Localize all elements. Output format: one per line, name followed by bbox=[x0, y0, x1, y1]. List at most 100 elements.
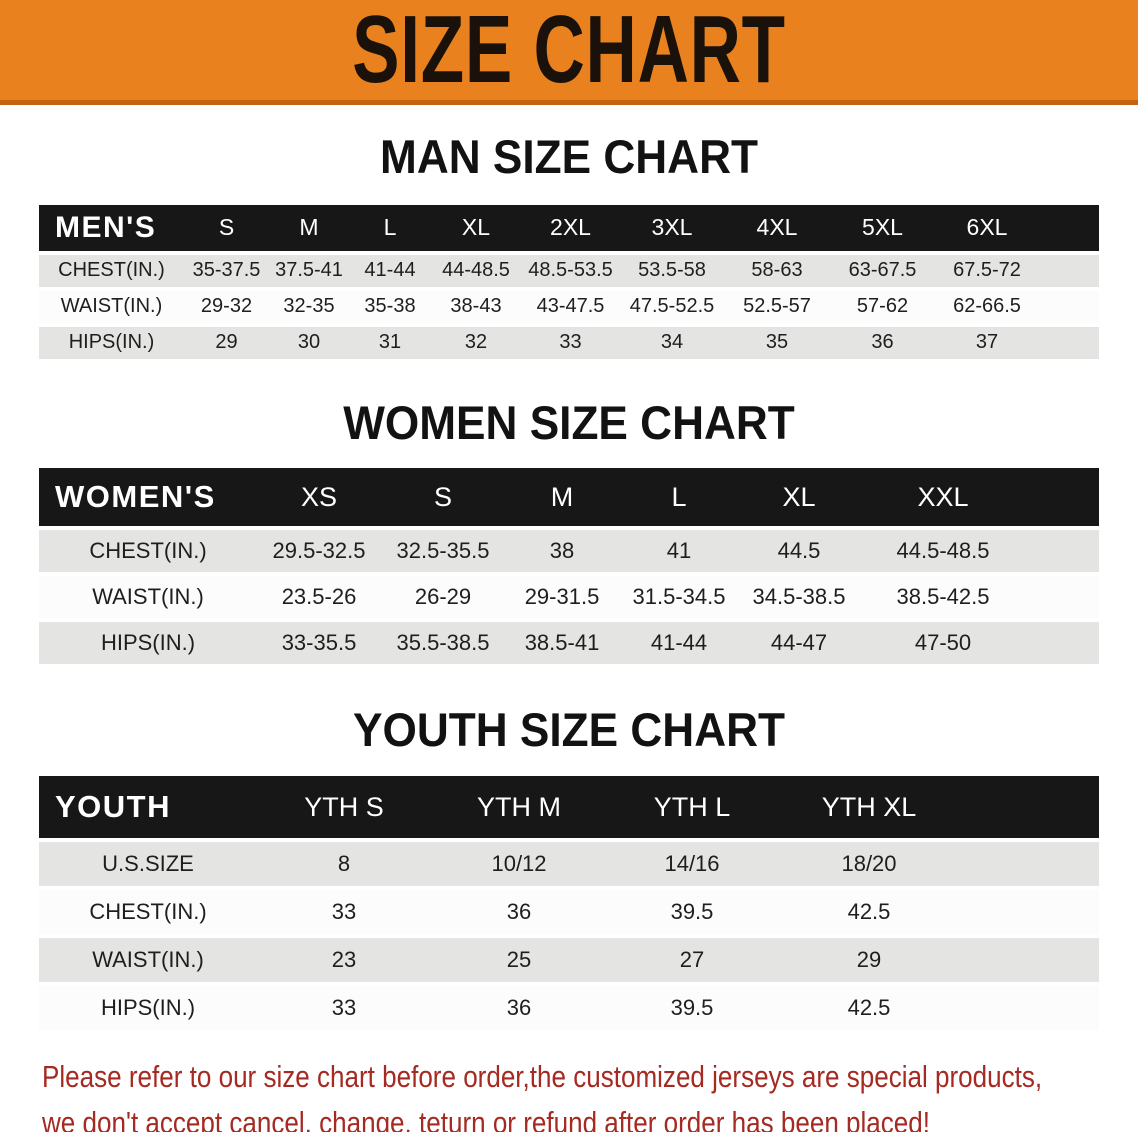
size-value: 23 bbox=[331, 947, 357, 973]
size-column-header: M bbox=[505, 468, 619, 527]
size-value: 67.5-72 bbox=[953, 259, 1021, 282]
size-value: 31.5-34.5 bbox=[632, 584, 726, 610]
table-row: U.S.SIZE 8 10/12 14/16 18/20 bbox=[39, 842, 1099, 887]
size-column-header: 5XL bbox=[830, 204, 935, 251]
row-label: CHEST(IN.) bbox=[89, 899, 207, 925]
spacer-cell bbox=[1027, 530, 1099, 572]
table-row: WAIST(IN.) 23 25 27 29 bbox=[39, 938, 1099, 983]
header-row: MEN'S S M L XL 2XL 3XL 4XL 5XL 6XL bbox=[39, 204, 1099, 251]
spacer-cell bbox=[1039, 327, 1099, 359]
size-value: 34 bbox=[660, 331, 684, 354]
size-column-header: YTH XL bbox=[777, 776, 961, 839]
size-value: 32-35 bbox=[283, 295, 335, 318]
size-column-header: XS bbox=[257, 468, 381, 527]
size-value: 44-48.5 bbox=[442, 259, 510, 282]
size-column-header: S bbox=[381, 468, 505, 527]
section-youth-size-chart: YOUTH SIZE CHART YOUTH YTH S YTH M YTH L YTH … bbox=[0, 704, 1138, 1034]
spacer-cell bbox=[961, 938, 1099, 982]
size-column-header: 2XL bbox=[521, 204, 620, 251]
size-value: 34.5-38.5 bbox=[752, 584, 846, 610]
size-value: 29 bbox=[856, 947, 882, 973]
size-value: 36 bbox=[506, 899, 532, 925]
spacer-cell bbox=[1027, 576, 1099, 618]
spacer-cell bbox=[1039, 204, 1099, 251]
row-label: HIPS(IN.) bbox=[100, 630, 196, 656]
size-value: 27 bbox=[679, 947, 705, 973]
spacer-cell bbox=[1039, 255, 1099, 287]
size-column-header: 3XL bbox=[620, 204, 724, 251]
table-body: CHEST(IN.) 29.5-32.5 32.5-35.5 38 41 44.5 44.5… bbox=[39, 530, 1099, 665]
order-notice: Please refer to our size chart before or… bbox=[42, 1054, 1138, 1132]
size-value: 38.5-41 bbox=[524, 630, 600, 656]
size-value: 39.5 bbox=[670, 899, 714, 925]
table-body: CHEST(IN.) 35-37.5 37.5-41 41-44 44-48.5 48.5… bbox=[39, 254, 1099, 359]
table-row: HIPS(IN.) 33 36 39.5 42.5 bbox=[39, 986, 1099, 1031]
size-column-header: YTH L bbox=[607, 776, 777, 839]
size-value: 26-29 bbox=[414, 584, 472, 610]
size-value: 32 bbox=[464, 331, 488, 354]
size-value: 35-37.5 bbox=[192, 259, 261, 282]
size-value: 31 bbox=[378, 331, 402, 354]
size-value: 10/12 bbox=[491, 851, 547, 877]
size-value: 33 bbox=[331, 995, 357, 1021]
spacer-cell bbox=[961, 842, 1099, 886]
size-value: 42.5 bbox=[847, 995, 891, 1021]
size-column-header: L bbox=[349, 204, 431, 251]
size-value: 29.5-32.5 bbox=[272, 538, 366, 564]
table-body: U.S.SIZE 8 10/12 14/16 18/20 CHEST(IN.) 33 36 39… bbox=[39, 842, 1099, 1031]
table-row: HIPS(IN.) 33-35.5 35.5-38.5 38.5-41 41-44 44-… bbox=[39, 622, 1099, 665]
size-column-header: XL bbox=[739, 468, 859, 527]
corner-label: MEN'S bbox=[39, 204, 184, 251]
size-value: 32.5-35.5 bbox=[396, 538, 490, 564]
size-value: 29-32 bbox=[200, 295, 253, 318]
table-header: WOMEN'S XS S M L XL XXL bbox=[39, 468, 1099, 527]
size-value: 42.5 bbox=[847, 899, 891, 925]
size-value: 43-47.5 bbox=[536, 295, 605, 318]
size-column-header: L bbox=[619, 468, 739, 527]
size-column-header: XXL bbox=[859, 468, 1027, 527]
size-value: 44.5-48.5 bbox=[896, 538, 990, 564]
size-value: 30 bbox=[297, 331, 321, 354]
header-row: WOMEN'S XS S M L XL XXL bbox=[39, 468, 1099, 527]
table-row: CHEST(IN.) 29.5-32.5 32.5-35.5 38 41 44.5 44.5… bbox=[39, 530, 1099, 573]
header-row: YOUTH YTH S YTH M YTH L YTH XL bbox=[39, 776, 1099, 839]
size-value: 38 bbox=[549, 538, 575, 564]
corner-label: WOMEN'S bbox=[39, 468, 257, 527]
size-value: 41-44 bbox=[364, 259, 416, 282]
table-row: CHEST(IN.) 33 36 39.5 42.5 bbox=[39, 890, 1099, 935]
table-header: YOUTH YTH S YTH M YTH L YTH XL bbox=[39, 776, 1099, 839]
size-value: 29 bbox=[215, 331, 238, 354]
size-value: 14/16 bbox=[664, 851, 720, 877]
section-women-size-chart: WOMEN SIZE CHART WOMEN'S XS S M L XL XXL CHEST(I… bbox=[0, 396, 1138, 669]
size-value: 36 bbox=[871, 331, 894, 354]
size-value: 38.5-42.5 bbox=[896, 584, 990, 610]
spacer-cell bbox=[1027, 622, 1099, 664]
size-value: 8 bbox=[337, 851, 351, 877]
size-value: 35 bbox=[765, 331, 789, 354]
size-value: 48.5-53.5 bbox=[528, 259, 613, 282]
size-value: 33 bbox=[559, 331, 582, 354]
size-value: 36 bbox=[506, 995, 532, 1021]
size-value: 41-44 bbox=[650, 630, 708, 656]
size-value: 47.5-52.5 bbox=[629, 295, 715, 318]
size-column-header: S bbox=[184, 204, 269, 251]
size-value: 29-31.5 bbox=[524, 584, 600, 610]
section-heading: YOUTH SIZE CHART bbox=[353, 703, 785, 757]
size-column-header: 4XL bbox=[724, 204, 830, 251]
size-column-header: XL bbox=[431, 204, 521, 251]
size-value: 44.5 bbox=[777, 538, 821, 564]
row-label: WAIST(IN.) bbox=[92, 947, 204, 973]
notice-line: we don't accept cancel, change, teturn o… bbox=[42, 1105, 931, 1132]
row-label: WAIST(IN.) bbox=[92, 584, 204, 610]
section-man-size-chart: MAN SIZE CHART MEN'S S M L XL 2XL 3XL 4XL 5XL 6XL C… bbox=[0, 131, 1138, 363]
size-value: 41 bbox=[666, 538, 692, 564]
size-value: 62-66.5 bbox=[953, 295, 1021, 318]
size-column-header: YTH M bbox=[431, 776, 607, 839]
size-table: MEN'S S M L XL 2XL 3XL 4XL 5XL 6XL CHEST(IN.) 35-37… bbox=[39, 201, 1099, 363]
size-value: 53.5-58 bbox=[638, 259, 706, 282]
size-column-header: YTH S bbox=[257, 776, 431, 839]
row-label: HIPS(IN.) bbox=[100, 995, 196, 1021]
size-value: 63-67.5 bbox=[848, 259, 917, 282]
spacer-cell bbox=[961, 890, 1099, 934]
